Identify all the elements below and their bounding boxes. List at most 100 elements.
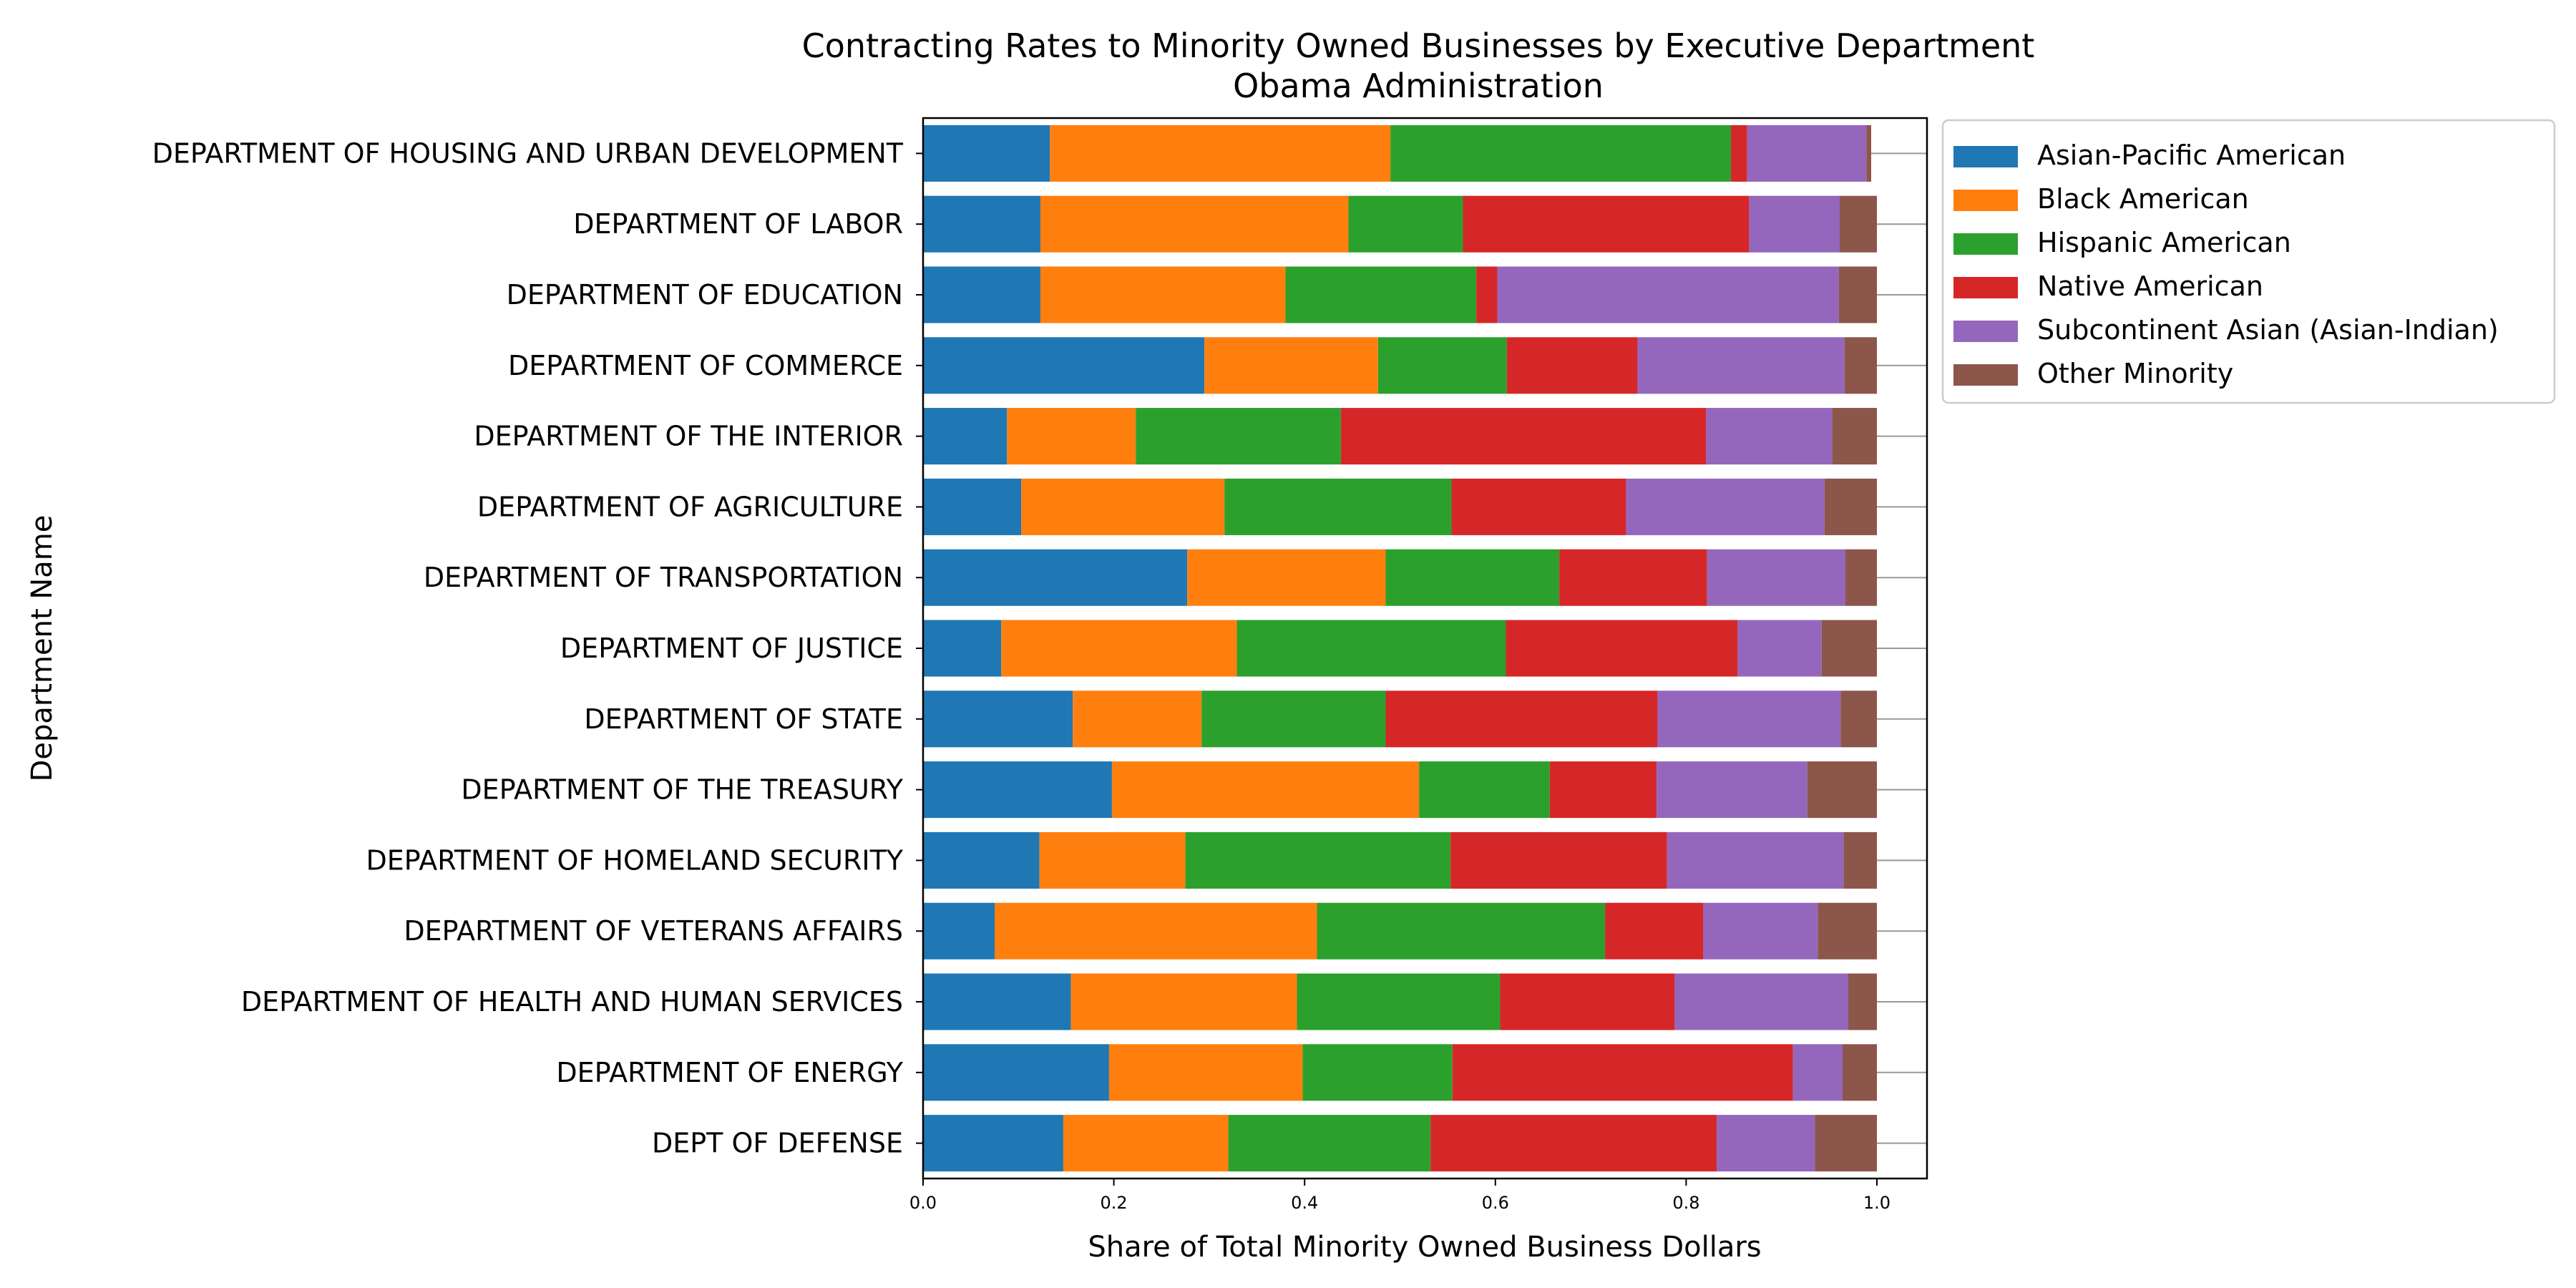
bar-dept-of-defense-other-minority (1815, 1115, 1877, 1172)
x-tick-label: 0.6 (1482, 1193, 1509, 1213)
bar-department-of-transportation-hispanic-american (1385, 549, 1560, 606)
bar-department-of-agriculture-native-american (1451, 478, 1626, 535)
bar-dept-of-defense-subcontinent-asian-asian-indian (1717, 1115, 1815, 1172)
bar-department-of-energy-asian-pacific-american (923, 1044, 1109, 1101)
chart-subtitle: Obama Administration (1233, 67, 1604, 105)
bar-department-of-the-treasury-native-american (1549, 761, 1657, 819)
bar-department-of-state-black-american (1073, 691, 1202, 748)
bar-department-of-energy-black-american (1108, 1044, 1303, 1101)
bar-department-of-the-interior-black-american (1007, 408, 1136, 465)
bar-department-of-housing-and-urban-development-asian-pacific-american (923, 125, 1050, 182)
x-axis-title: Share of Total Minority Owned Business D… (1088, 1231, 1761, 1264)
bar-department-of-homeland-security-asian-pacific-american (923, 831, 1040, 889)
bar-department-of-veterans-affairs-other-minority (1818, 902, 1877, 960)
bar-department-of-health-and-human-services-asian-pacific-american (923, 973, 1071, 1030)
bar-dept-of-defense-asian-pacific-american (923, 1115, 1063, 1172)
bar-department-of-health-and-human-services-native-american (1500, 973, 1675, 1030)
bar-department-of-the-interior-native-american (1340, 408, 1707, 465)
bar-department-of-homeland-security-black-american (1039, 831, 1186, 889)
x-tick-label: 0.2 (1101, 1193, 1128, 1213)
bar-department-of-health-and-human-services-black-american (1070, 973, 1297, 1030)
plot-frame (922, 117, 1928, 1180)
chart-title: Contracting Rates to Minority Owned Busi… (802, 26, 2035, 65)
bar-department-of-transportation-other-minority (1845, 549, 1877, 606)
legend-label-asian-pacific-american: Asian-Pacific American (2037, 140, 2346, 171)
bar-department-of-agriculture-hispanic-american (1224, 478, 1452, 535)
bar-department-of-the-interior-asian-pacific-american (923, 408, 1008, 465)
y-tick-label: DEPARTMENT OF ENERGY (556, 1057, 903, 1088)
bar-department-of-housing-and-urban-development-hispanic-american (1390, 125, 1732, 182)
legend-swatch-asian-pacific-american (1953, 146, 2018, 167)
bar-department-of-the-treasury-asian-pacific-american (923, 761, 1112, 819)
bar-department-of-state-native-american (1385, 691, 1658, 748)
bar-department-of-justice-black-american (1001, 620, 1237, 677)
bar-department-of-agriculture-black-american (1021, 478, 1225, 535)
bar-department-of-veterans-affairs-native-american (1605, 902, 1704, 960)
y-tick-label: DEPARTMENT OF AGRICULTURE (477, 491, 903, 522)
bar-department-of-education-hispanic-american (1285, 266, 1477, 323)
bar-department-of-agriculture-other-minority (1824, 478, 1877, 535)
y-tick-label: DEPARTMENT OF HEALTH AND HUMAN SERVICES (241, 986, 903, 1018)
bar-department-of-housing-and-urban-development-black-american (1050, 125, 1391, 182)
bar-department-of-justice-hispanic-american (1236, 620, 1506, 677)
legend-label-other-minority: Other Minority (2037, 358, 2233, 389)
bar-department-of-transportation-subcontinent-asian-asian-indian (1707, 549, 1846, 606)
bar-department-of-health-and-human-services-subcontinent-asian-asian-indian (1674, 973, 1849, 1030)
y-tick-label: DEPARTMENT OF STATE (584, 703, 903, 735)
bar-department-of-state-asian-pacific-american (923, 691, 1073, 748)
x-tick-label: 0.4 (1291, 1193, 1318, 1213)
legend-swatch-native-american (1953, 277, 2018, 298)
y-tick-label: DEPARTMENT OF EDUCATION (507, 279, 903, 311)
x-tick-label: 0.8 (1672, 1193, 1699, 1213)
legend-swatch-subcontinent-asian-asian-indian (1953, 321, 2018, 342)
bar-department-of-commerce-subcontinent-asian-asian-indian (1637, 337, 1845, 394)
y-tick-label: DEPARTMENT OF HOMELAND SECURITY (366, 844, 903, 876)
bar-department-of-education-subcontinent-asian-asian-indian (1497, 266, 1839, 323)
bar-department-of-commerce-hispanic-american (1377, 337, 1507, 394)
legend-swatch-black-american (1953, 190, 2018, 211)
bar-department-of-the-treasury-hispanic-american (1419, 761, 1550, 819)
bar-department-of-veterans-affairs-hispanic-american (1317, 902, 1606, 960)
y-axis-ticks: DEPARTMENT OF HOUSING AND URBAN DEVELOPM… (152, 137, 923, 1159)
bar-department-of-health-and-human-services-other-minority (1848, 973, 1877, 1030)
bar-department-of-education-black-american (1040, 266, 1286, 323)
bar-department-of-transportation-asian-pacific-american (923, 549, 1188, 606)
bar-department-of-the-treasury-subcontinent-asian-asian-indian (1657, 761, 1807, 819)
bars-layer (923, 125, 1927, 1172)
y-axis-title: Department Name (26, 515, 59, 782)
bar-department-of-energy-hispanic-american (1302, 1044, 1453, 1101)
bar-department-of-agriculture-subcontinent-asian-asian-indian (1626, 478, 1825, 535)
y-tick-label: DEPARTMENT OF THE TREASURY (461, 774, 903, 806)
bar-department-of-homeland-security-subcontinent-asian-asian-indian (1667, 831, 1844, 889)
bar-department-of-education-other-minority (1838, 266, 1877, 323)
bar-department-of-commerce-black-american (1204, 337, 1378, 394)
bar-department-of-the-interior-hispanic-american (1136, 408, 1341, 465)
bar-department-of-education-asian-pacific-american (923, 266, 1040, 323)
bar-department-of-state-other-minority (1840, 691, 1877, 748)
bar-dept-of-defense-hispanic-american (1228, 1115, 1431, 1172)
y-tick-label: DEPARTMENT OF THE INTERIOR (474, 421, 903, 452)
y-tick-label: DEPARTMENT OF TRANSPORTATION (424, 562, 903, 593)
bar-department-of-homeland-security-native-american (1450, 831, 1667, 889)
bar-department-of-education-native-american (1476, 266, 1498, 323)
x-tick-label: 0.0 (909, 1193, 937, 1213)
bar-department-of-justice-subcontinent-asian-asian-indian (1737, 620, 1822, 677)
legend-label-subcontinent-asian-asian-indian: Subcontinent Asian (Asian-Indian) (2037, 314, 2499, 346)
bar-department-of-housing-and-urban-development-native-american (1731, 125, 1747, 182)
legend-items: Asian-Pacific American Black American Hisp… (1953, 140, 2499, 389)
bar-department-of-labor-other-minority (1840, 195, 1877, 253)
bar-department-of-labor-black-american (1040, 195, 1349, 253)
bar-department-of-homeland-security-hispanic-american (1185, 831, 1451, 889)
bar-department-of-homeland-security-other-minority (1843, 831, 1878, 889)
bar-department-of-labor-native-american (1463, 195, 1750, 253)
y-tick-label: DEPT OF DEFENSE (652, 1128, 903, 1159)
bar-department-of-justice-other-minority (1821, 620, 1877, 677)
bar-dept-of-defense-native-american (1430, 1115, 1717, 1172)
bar-department-of-transportation-black-american (1187, 549, 1386, 606)
legend-swatch-hispanic-american (1953, 233, 2018, 255)
bar-department-of-state-hispanic-american (1201, 691, 1386, 748)
bar-department-of-veterans-affairs-asian-pacific-american (923, 902, 995, 960)
y-tick-label: DEPARTMENT OF VETERANS AFFAIRS (404, 915, 903, 947)
bar-department-of-housing-and-urban-development-other-minority (1866, 125, 1872, 182)
